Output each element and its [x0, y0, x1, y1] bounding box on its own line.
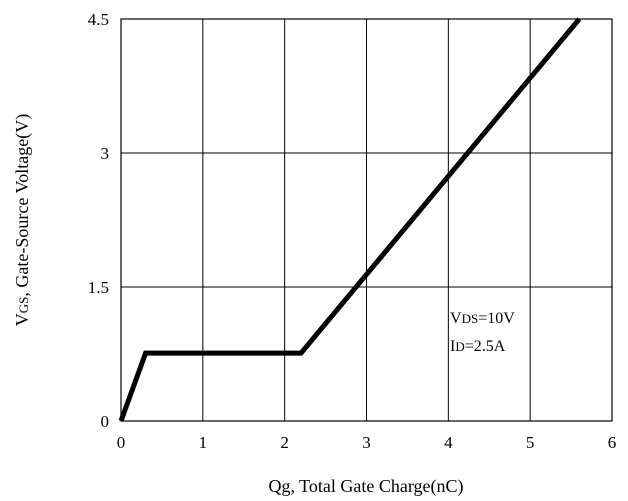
y-tick-label: 1.5 — [88, 278, 109, 297]
y-axis-title-rest: , Gate-Source Voltage(V) — [12, 114, 33, 297]
x-axis-title: Qg, Total Gate Charge(nC) — [268, 476, 463, 497]
series-line-0 — [118, 17, 582, 422]
x-tick-label: 6 — [608, 433, 617, 452]
y-tick-labels: 0 1.5 3 4.5 — [88, 10, 109, 431]
grid — [121, 19, 612, 421]
x-tick-label: 0 — [117, 433, 126, 452]
x-tick-label: 3 — [362, 433, 371, 452]
annotation-vds-prefix: V — [450, 310, 462, 327]
x-tick-label: 1 — [199, 433, 208, 452]
y-tick-label: 3 — [101, 144, 110, 163]
annotation-vds-subscript: DS — [462, 311, 479, 326]
x-tick-labels: 0 1 2 3 4 5 6 — [117, 433, 617, 452]
annotation-vds-rest: =10V — [478, 310, 515, 327]
y-axis-title-subscript: GS — [16, 297, 31, 314]
series-group — [118, 17, 582, 422]
x-tick-label: 2 — [280, 433, 289, 452]
plot-frame — [120, 18, 613, 422]
annotation-id: ID=2.5A — [450, 338, 506, 355]
y-tick-label: 0 — [101, 412, 110, 431]
annotation-id-prefix: I — [450, 338, 455, 355]
y-axis-title-prefix: V — [12, 313, 32, 326]
y-axis-title: VGS, Gate-Source Voltage(V) — [12, 114, 33, 326]
x-tick-label: 5 — [526, 433, 535, 452]
annotation-id-subscript: D — [455, 339, 464, 354]
annotation-vds: VDS=10V — [450, 310, 515, 327]
y-tick-label: 4.5 — [88, 10, 109, 29]
x-tick-label: 4 — [444, 433, 453, 452]
annotation-id-rest: =2.5A — [465, 338, 506, 355]
